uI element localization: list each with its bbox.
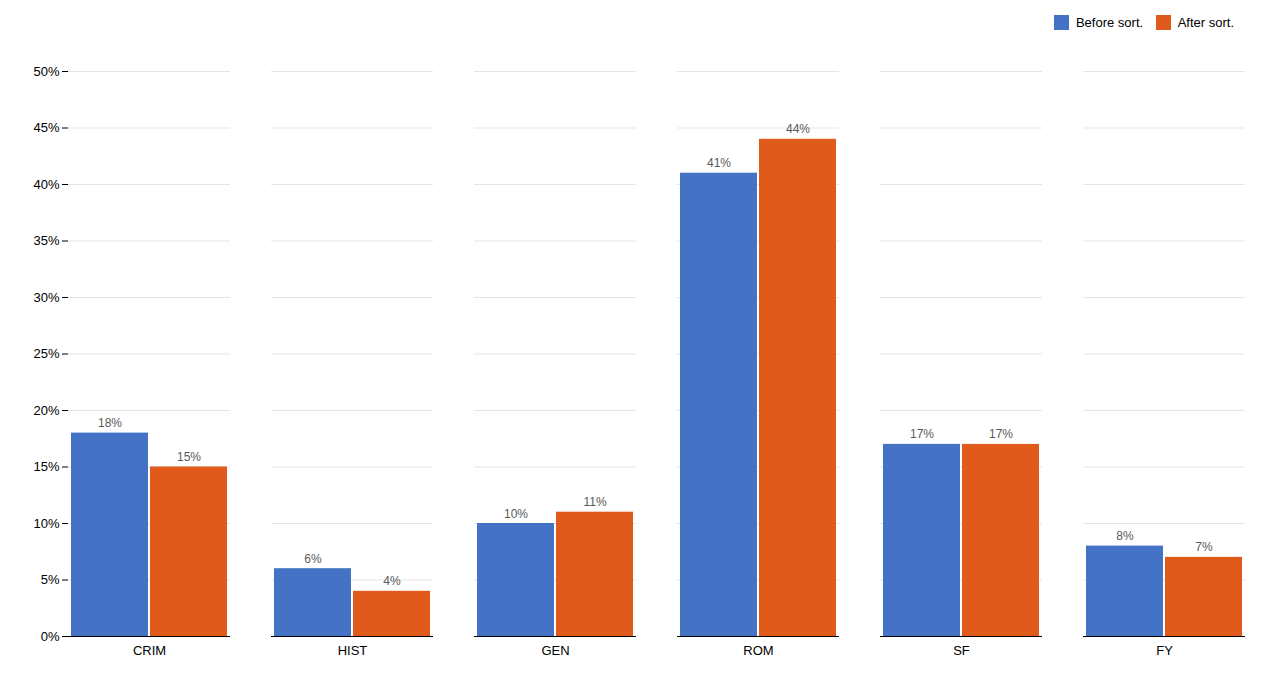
- svg-text:15%: 15%: [177, 450, 201, 464]
- svg-text:40%: 40%: [33, 176, 59, 191]
- svg-text:35%: 35%: [33, 233, 59, 248]
- svg-text:ROM: ROM: [743, 642, 773, 657]
- svg-text:4%: 4%: [383, 574, 401, 588]
- html-text:Before sort.: Before sort.: [1075, 15, 1144, 30]
- svg-text:25%: 25%: [33, 346, 59, 361]
- svg-text:11%: 11%: [583, 495, 606, 509]
- svg-text:20%: 20%: [33, 402, 59, 417]
- svg-text:10%: 10%: [33, 515, 59, 530]
- svg-text:15%: 15%: [33, 459, 59, 474]
- svg-text:41%: 41%: [707, 156, 731, 170]
- svg-text:HIST: HIST: [338, 642, 368, 657]
- svg-text:0%: 0%: [41, 628, 60, 643]
- svg-text:45%: 45%: [33, 120, 59, 135]
- svg-text:17%: 17%: [989, 427, 1013, 441]
- svg-text:50%: 50%: [33, 63, 59, 78]
- svg-text:8%: 8%: [1116, 529, 1134, 543]
- svg-text:CRIM: CRIM: [133, 642, 166, 657]
- svg-text:5%: 5%: [41, 572, 60, 587]
- svg-text:44%: 44%: [786, 122, 810, 136]
- svg-text:FY: FY: [1156, 642, 1173, 657]
- svg-text:10%: 10%: [504, 506, 528, 520]
- svg-text:30%: 30%: [33, 289, 59, 304]
- html-text:After sort.: After sort.: [1177, 15, 1234, 30]
- svg-text:18%: 18%: [98, 416, 122, 430]
- svg-text:SF: SF: [953, 642, 970, 657]
- svg-text:GEN: GEN: [541, 642, 569, 657]
- svg-text:7%: 7%: [1195, 540, 1213, 554]
- svg-text:17%: 17%: [910, 427, 934, 441]
- svg-text:6%: 6%: [304, 551, 322, 565]
